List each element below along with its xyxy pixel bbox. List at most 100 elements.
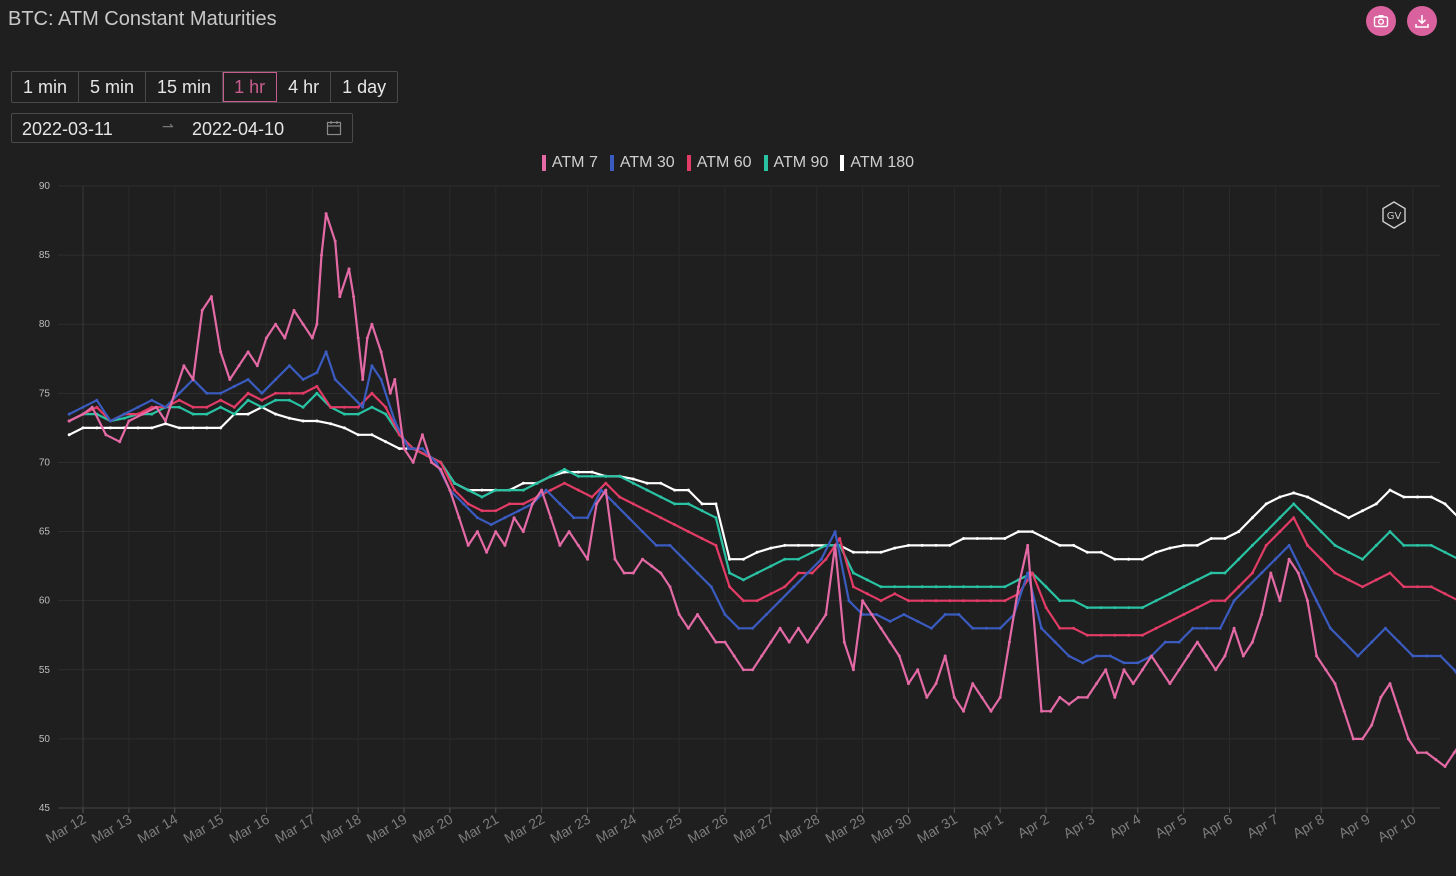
timeframe-5min[interactable]: 5 min — [79, 72, 147, 102]
legend-label: ATM 60 — [696, 154, 752, 171]
data-point — [824, 557, 828, 561]
download-button[interactable] — [1407, 6, 1437, 36]
data-point — [604, 474, 608, 478]
data-point — [714, 502, 718, 506]
data-point — [714, 516, 718, 520]
calendar-icon[interactable] — [326, 120, 342, 136]
data-point — [475, 516, 479, 520]
data-point — [1232, 599, 1236, 603]
data-point — [512, 516, 516, 520]
data-point — [989, 585, 993, 589]
data-point — [1154, 626, 1158, 630]
series-line-atm180 — [68, 406, 1456, 561]
data-point — [1214, 668, 1218, 672]
page-title: BTC: ATM Constant Maturities — [8, 8, 277, 30]
series-line-atm60 — [68, 385, 1456, 637]
gv-logo-icon: GV — [1382, 201, 1406, 229]
data-point — [787, 640, 791, 644]
legend-atm7[interactable]: ATM 7 — [541, 154, 598, 172]
date-range-picker[interactable]: 2022-03-11 ⇀ 2022-04-10 — [11, 113, 353, 143]
timeframe-15min[interactable]: 15 min — [146, 72, 224, 102]
data-point — [709, 585, 713, 589]
timeframe-1day[interactable]: 1 day — [342, 77, 387, 97]
data-point — [1287, 543, 1291, 547]
data-point — [1250, 516, 1254, 520]
end-date[interactable]: 2022-04-10 — [192, 119, 285, 139]
x-tick-label: Mar 28 — [777, 811, 823, 847]
timeframe-1hr[interactable]: 1 hr — [223, 72, 278, 102]
data-point — [700, 537, 704, 540]
data-point — [1264, 543, 1268, 547]
data-point — [324, 212, 328, 216]
data-point — [870, 613, 874, 616]
data-point — [191, 405, 195, 409]
data-point — [576, 474, 580, 478]
x-tick-label: Apr 8 — [1290, 811, 1327, 842]
legend-atm30[interactable]: ATM 30 — [609, 154, 675, 172]
data-point — [769, 640, 773, 644]
data-point — [219, 391, 223, 395]
data-point — [1374, 502, 1378, 506]
data-point — [95, 398, 99, 402]
data-point — [778, 626, 782, 630]
legend-atm180[interactable]: ATM 180 — [840, 154, 914, 172]
data-point — [673, 488, 677, 492]
data-point — [783, 585, 787, 589]
data-point — [1315, 599, 1319, 603]
data-point — [549, 516, 553, 520]
data-point — [925, 695, 929, 699]
start-date[interactable]: 2022-03-11 — [22, 119, 113, 139]
data-point — [806, 571, 810, 575]
data-point — [751, 626, 755, 630]
data-point — [177, 405, 181, 409]
data-point — [659, 516, 663, 520]
timeframe-1min[interactable]: 1 min — [12, 72, 80, 102]
series-line-atm7 — [68, 212, 1456, 768]
legend-swatch — [541, 155, 546, 171]
data-point — [466, 488, 470, 492]
data-point — [1411, 654, 1415, 658]
data-point — [1429, 585, 1433, 589]
legend-atm60[interactable]: ATM 60 — [686, 154, 752, 172]
data-point — [783, 557, 787, 561]
data-point — [893, 592, 897, 596]
data-point — [1223, 571, 1227, 575]
data-point — [810, 571, 814, 575]
data-point — [1108, 654, 1112, 658]
data-point — [1205, 654, 1209, 658]
data-point — [851, 571, 855, 575]
data-point — [246, 378, 250, 381]
data-point — [1250, 640, 1254, 644]
x-tick-label: Mar 22 — [501, 811, 547, 847]
data-point — [879, 550, 883, 554]
y-tick-label: 80 — [39, 319, 51, 330]
data-point — [1383, 626, 1387, 630]
data-point — [1182, 613, 1186, 616]
data-point — [723, 613, 727, 616]
data-point — [81, 426, 85, 430]
data-point — [1127, 606, 1131, 610]
data-point — [420, 447, 424, 451]
data-point — [1030, 530, 1034, 534]
timeframe-4hr[interactable]: 4 hr — [277, 72, 332, 102]
screenshot-button[interactable] — [1366, 6, 1396, 36]
data-point — [1026, 571, 1030, 575]
legend-atm90[interactable]: ATM 90 — [763, 154, 828, 172]
data-point — [962, 709, 965, 713]
data-point — [874, 613, 878, 616]
data-point — [631, 477, 635, 481]
data-point — [260, 405, 264, 409]
data-point — [503, 543, 507, 547]
x-tick-label: Apr 2 — [1015, 811, 1052, 842]
data-point — [732, 654, 736, 658]
data-point — [1306, 599, 1309, 603]
data-point — [315, 322, 319, 326]
data-point — [1177, 640, 1181, 644]
data-point — [893, 546, 897, 550]
data-point — [1209, 599, 1213, 603]
legend-label: ATM 30 — [619, 154, 675, 171]
data-point — [613, 502, 617, 506]
data-point — [232, 412, 236, 416]
data-point — [971, 626, 975, 630]
data-point — [104, 433, 108, 437]
